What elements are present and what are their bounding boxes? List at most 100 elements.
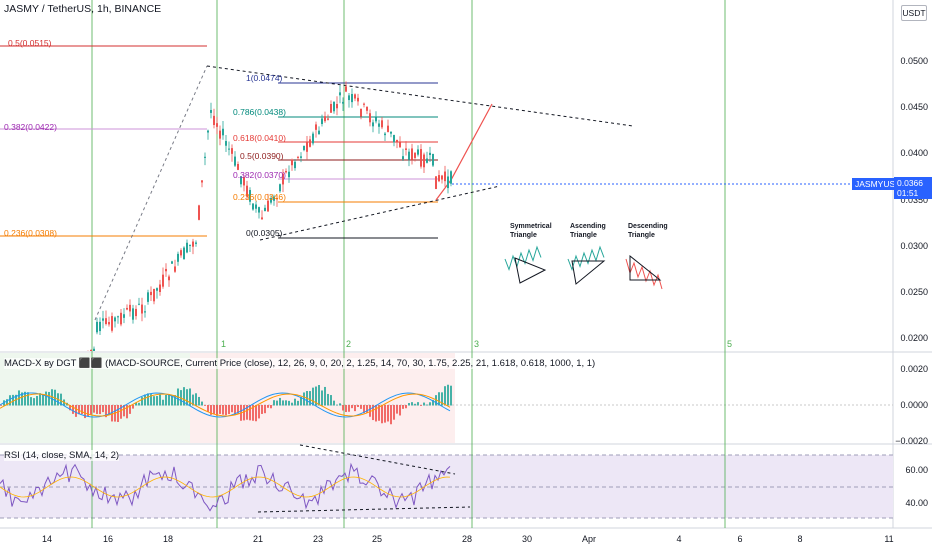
macd-histogram-bar xyxy=(423,402,425,406)
macd-histogram-bar xyxy=(426,404,428,406)
candle-body xyxy=(120,312,122,325)
candle-body xyxy=(396,139,398,142)
macd-histogram-bar xyxy=(381,405,383,424)
macd-histogram-bar xyxy=(336,404,338,406)
macd-histogram-bar xyxy=(393,405,395,420)
macd-histogram-bar xyxy=(300,396,302,406)
date-tick: 23 xyxy=(312,534,324,544)
macd-histogram-bar xyxy=(219,405,221,414)
bar-countdown: 01:51 xyxy=(897,188,919,198)
candle-body xyxy=(309,139,311,147)
candle-body xyxy=(255,204,257,209)
fib-level-label: 0.5(0.0515) xyxy=(8,38,52,48)
candle-body xyxy=(189,244,191,246)
macd-histogram-bar xyxy=(156,396,158,406)
candle-body xyxy=(264,207,266,212)
macd-histogram-bar xyxy=(198,396,200,406)
fib-level-label: 0.236(0.0308) xyxy=(4,228,57,238)
macd-histogram-bar xyxy=(330,395,332,406)
candle-body xyxy=(246,185,248,197)
candle-body xyxy=(426,158,428,163)
macd-histogram-bar xyxy=(231,405,233,413)
candle-body xyxy=(168,276,170,281)
candle-body xyxy=(297,156,299,158)
macd-histogram-bar xyxy=(93,405,95,413)
pattern-sketch xyxy=(504,245,542,272)
pattern-triangle xyxy=(571,260,606,285)
cycle-number: 3 xyxy=(474,339,480,349)
candle-body xyxy=(252,203,254,210)
candle-body xyxy=(159,284,161,293)
cycle-number: 2 xyxy=(346,339,352,349)
macd-histogram-bar xyxy=(417,402,419,406)
macd-histogram-bar xyxy=(339,403,341,406)
candle-body xyxy=(384,133,386,136)
candle-body xyxy=(318,130,320,135)
macd-line xyxy=(0,392,451,418)
macd-histogram-bar xyxy=(102,405,104,413)
macd-histogram-bar xyxy=(414,403,416,406)
candle-body xyxy=(210,109,212,113)
candle-body xyxy=(129,304,131,312)
pattern-label-symmetrical: Symmetrical Triangle xyxy=(510,223,552,239)
candle-body xyxy=(342,101,344,104)
macd-histogram-bar xyxy=(441,392,443,406)
fib-level-label: 0.382(0.0422) xyxy=(4,122,57,132)
macd-histogram-bar xyxy=(405,405,407,409)
macd-histogram-bar xyxy=(12,394,14,406)
candle-body xyxy=(276,198,278,200)
macd-histogram-bar xyxy=(69,405,71,411)
macd-histogram-bar xyxy=(399,405,401,416)
candle-body xyxy=(303,146,305,151)
date-tick: 18 xyxy=(162,534,174,544)
candle-body xyxy=(156,288,158,291)
candle-body xyxy=(108,322,110,325)
candle-body xyxy=(138,303,140,305)
candle-body xyxy=(438,175,440,182)
candle-body xyxy=(375,117,377,122)
macd-histogram-bar xyxy=(27,392,29,406)
macd-histogram-bar xyxy=(447,384,449,406)
macd-histogram-bar xyxy=(276,400,278,406)
candle-body xyxy=(429,152,431,156)
macd-histogram-bar xyxy=(315,386,317,406)
pattern-triangle xyxy=(629,254,662,281)
candle-body xyxy=(333,101,335,112)
macd-histogram-bar xyxy=(6,399,8,406)
macd-histogram-bar xyxy=(153,396,155,406)
candle-body xyxy=(393,134,395,143)
macd-histogram-bar xyxy=(432,399,434,406)
macd-histogram-bar xyxy=(327,393,329,406)
macd-histogram-bar xyxy=(369,405,371,417)
macd-histogram-bar xyxy=(270,405,272,409)
fib-level-label: 0.786(0.0438) xyxy=(233,107,286,117)
candle-body xyxy=(102,318,104,321)
date-tick: 4 xyxy=(676,534,682,544)
candle-body xyxy=(417,149,419,155)
macd-histogram-bar xyxy=(21,392,23,406)
candle-body xyxy=(414,152,416,158)
rsi-indicator-title[interactable]: RSI (14, close, SMA, 14, 2) xyxy=(4,450,120,461)
macd-histogram-bar xyxy=(252,405,254,421)
candle-body xyxy=(357,97,359,102)
macd-histogram-bar xyxy=(132,405,134,409)
macd-histogram-bar xyxy=(111,405,113,422)
macd-histogram-bar xyxy=(210,405,212,415)
macd-histogram-bar xyxy=(192,394,194,406)
candle-body xyxy=(117,316,119,318)
macd-histogram-bar xyxy=(267,405,269,408)
candle-body xyxy=(207,130,209,133)
candle-body xyxy=(201,180,203,183)
macd-histogram-bar xyxy=(273,400,275,406)
currency-button[interactable]: USDT xyxy=(901,5,927,21)
candle-body xyxy=(420,149,422,167)
macd-histogram-bar xyxy=(228,405,230,415)
candle-body xyxy=(180,250,182,256)
macd-indicator-title[interactable]: MACD-X ву DGT ⬛⬛ (MACD-SOURCE, Current P… xyxy=(4,358,596,369)
candle-body xyxy=(390,131,392,134)
candle-body xyxy=(174,266,176,272)
candle-body xyxy=(114,317,116,322)
macd-histogram-bar xyxy=(438,392,440,406)
macd-histogram-bar xyxy=(396,405,398,414)
